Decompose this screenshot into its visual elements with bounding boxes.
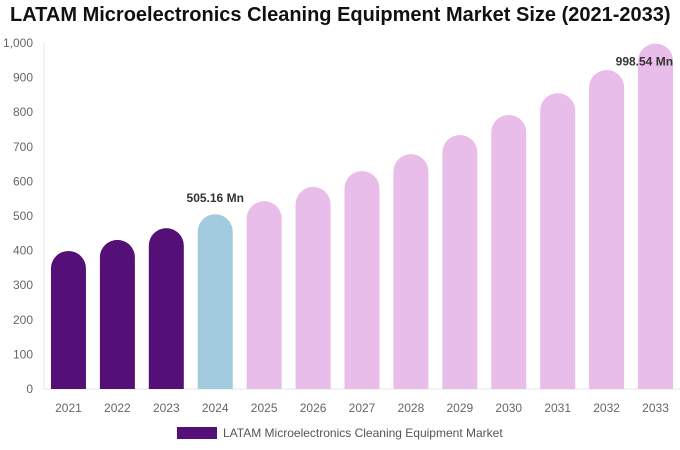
y-tick-label: 100: [13, 347, 33, 361]
x-tick-label: 2030: [495, 401, 522, 415]
y-tick-label: 600: [13, 174, 33, 188]
legend: LATAM Microelectronics Cleaning Equipmen…: [177, 426, 503, 440]
bar-2023: [148, 228, 184, 389]
y-tick-label: 400: [13, 244, 33, 258]
x-tick-label: 2033: [642, 401, 669, 415]
data-label: 998.54 Mn: [616, 55, 673, 69]
bar-2032: [589, 69, 625, 389]
bar-2033: [638, 43, 674, 390]
y-tick-label: 700: [13, 140, 33, 154]
x-tick-label: 2024: [202, 401, 229, 415]
bar-2021: [50, 250, 86, 389]
x-tick-label: 2025: [251, 401, 278, 415]
y-tick-label: 200: [13, 313, 33, 327]
x-tick-label: 2027: [349, 401, 376, 415]
legend-label: LATAM Microelectronics Cleaning Equipmen…: [223, 426, 503, 440]
x-tick-label: 2022: [104, 401, 131, 415]
bar-2024: [197, 214, 233, 389]
bar-2027: [344, 171, 380, 389]
x-tick-label: 2026: [300, 401, 327, 415]
bar-2022: [99, 239, 135, 389]
bar-2026: [295, 186, 331, 389]
y-tick-label: 1,000: [3, 36, 33, 50]
bar-2031: [540, 93, 576, 390]
bar-2028: [393, 154, 429, 389]
x-tick-label: 2032: [593, 401, 620, 415]
y-tick-label: 500: [13, 209, 33, 223]
x-tick-label: 2021: [55, 401, 82, 415]
bar-2030: [491, 114, 527, 389]
y-tick-label: 300: [13, 278, 33, 292]
x-tick-label: 2023: [153, 401, 180, 415]
data-label: 505.16 Mn: [187, 191, 244, 205]
x-tick-label: 2031: [544, 401, 571, 415]
legend-swatch: [177, 427, 217, 439]
chart-title: LATAM Microelectronics Cleaning Equipmen…: [10, 4, 671, 26]
x-tick-label: 2028: [398, 401, 425, 415]
y-tick-label: 0: [26, 382, 33, 396]
y-tick-label: 900: [13, 71, 33, 85]
x-tick-label: 2029: [446, 401, 473, 415]
bar-2025: [246, 201, 282, 389]
bar-2029: [442, 135, 478, 389]
y-tick-label: 800: [13, 105, 33, 119]
